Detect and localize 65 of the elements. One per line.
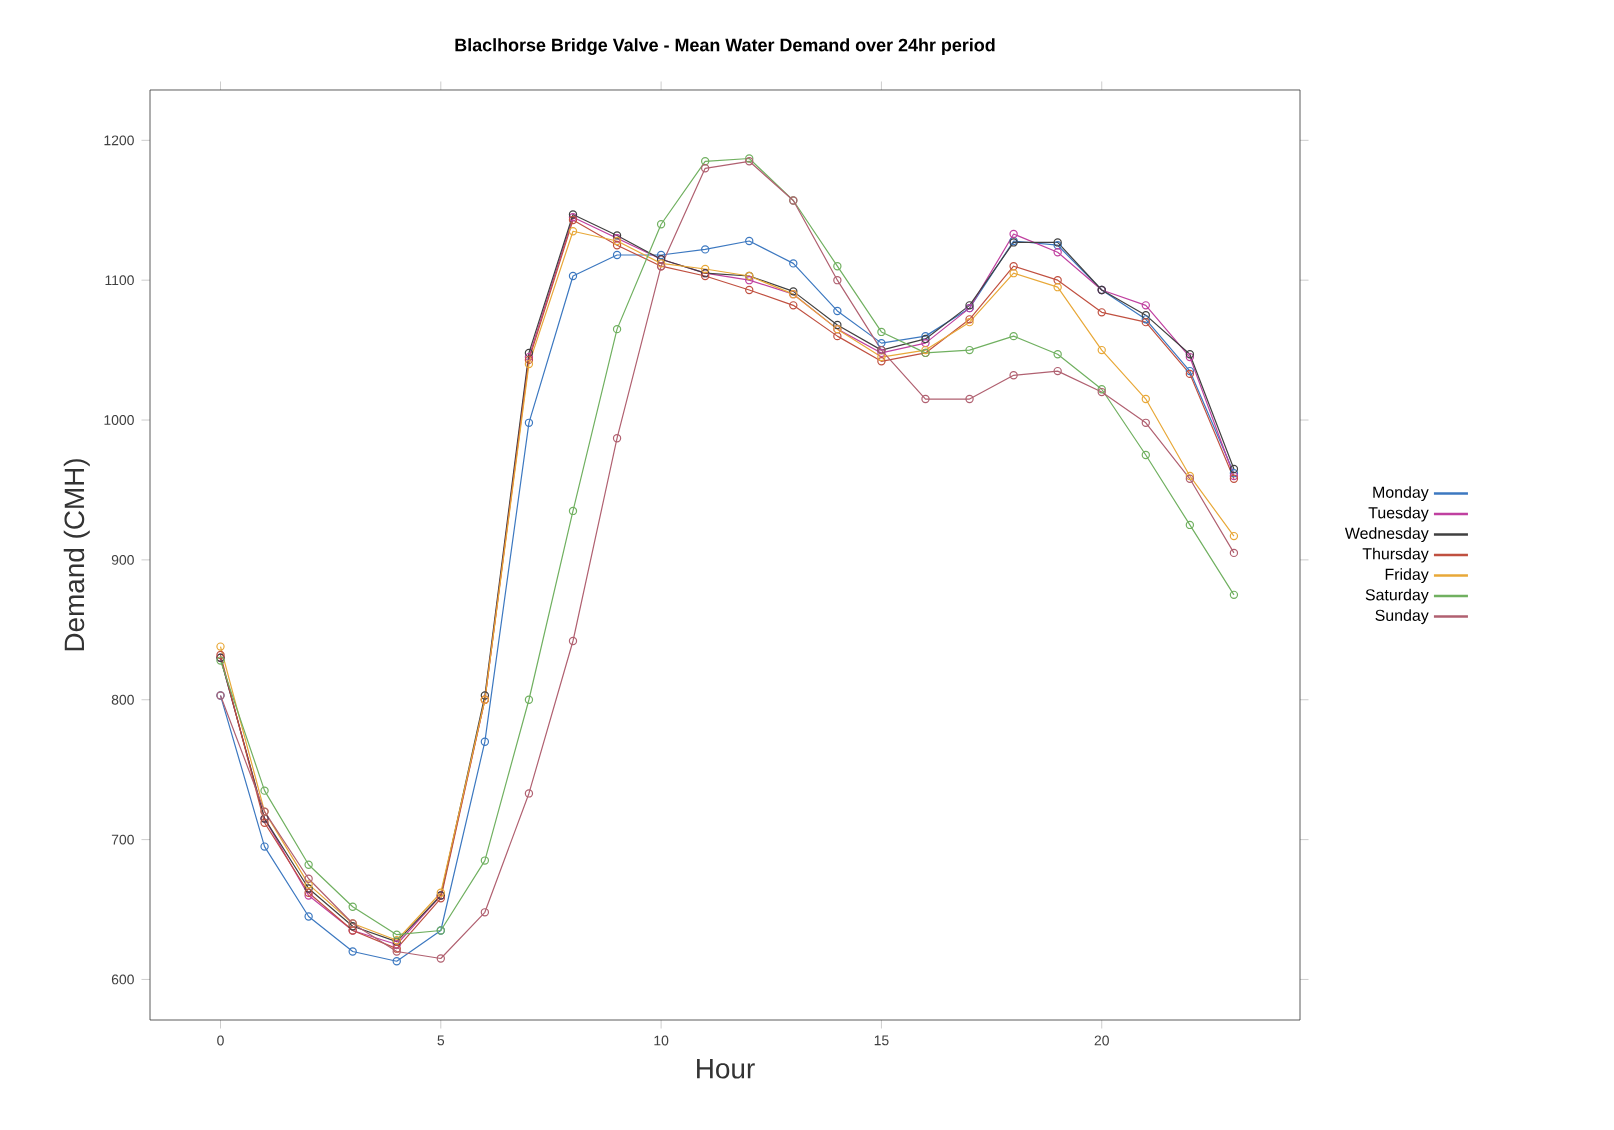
point — [833, 331, 842, 341]
point — [568, 227, 578, 236]
point — [1053, 350, 1062, 359]
point — [789, 301, 798, 310]
point — [612, 434, 622, 443]
point — [833, 306, 842, 316]
point — [965, 345, 974, 355]
y-axis-title: Demand (CMH) — [63, 459, 90, 651]
point — [745, 236, 754, 246]
point — [568, 636, 578, 646]
point — [612, 250, 622, 260]
point — [1053, 366, 1062, 376]
point — [877, 327, 886, 337]
point — [304, 860, 313, 869]
point — [1009, 262, 1018, 271]
point — [612, 324, 622, 334]
point — [1009, 229, 1018, 239]
point — [921, 394, 930, 404]
point — [1141, 418, 1150, 428]
point — [1097, 308, 1106, 317]
x-axis-title: Hour — [697, 1059, 755, 1079]
point — [700, 264, 710, 274]
point — [1141, 310, 1150, 320]
point — [700, 157, 710, 166]
point — [833, 262, 842, 271]
point — [656, 220, 666, 229]
point — [392, 957, 401, 966]
point — [656, 250, 666, 260]
point — [1141, 301, 1150, 310]
point — [480, 908, 490, 917]
point — [524, 418, 534, 428]
point — [1141, 450, 1150, 460]
point — [1009, 269, 1018, 278]
point — [304, 874, 313, 883]
point — [1009, 331, 1018, 341]
point — [700, 164, 710, 173]
point — [260, 842, 269, 851]
point — [1185, 520, 1195, 530]
point — [480, 737, 490, 746]
point — [877, 357, 886, 366]
point — [260, 786, 269, 795]
point — [612, 241, 622, 250]
point — [745, 285, 754, 295]
point — [348, 947, 357, 956]
point — [1053, 275, 1062, 285]
point — [965, 394, 974, 404]
point — [700, 245, 710, 254]
point — [1053, 282, 1062, 292]
point — [304, 912, 313, 921]
point — [877, 338, 886, 348]
point — [568, 271, 578, 281]
point — [1141, 394, 1150, 404]
point — [789, 259, 798, 268]
point — [1097, 345, 1106, 355]
point — [1053, 248, 1062, 257]
point — [436, 954, 445, 963]
point — [833, 275, 842, 285]
point — [568, 506, 578, 516]
point — [524, 695, 534, 704]
point — [480, 856, 490, 865]
chart-title: Blaclhorse Bridge Valve - Mean Water Demand over 24hr period — [455, 38, 995, 55]
point — [348, 902, 357, 911]
point — [392, 930, 401, 939]
point — [524, 789, 534, 798]
point — [1009, 371, 1018, 380]
